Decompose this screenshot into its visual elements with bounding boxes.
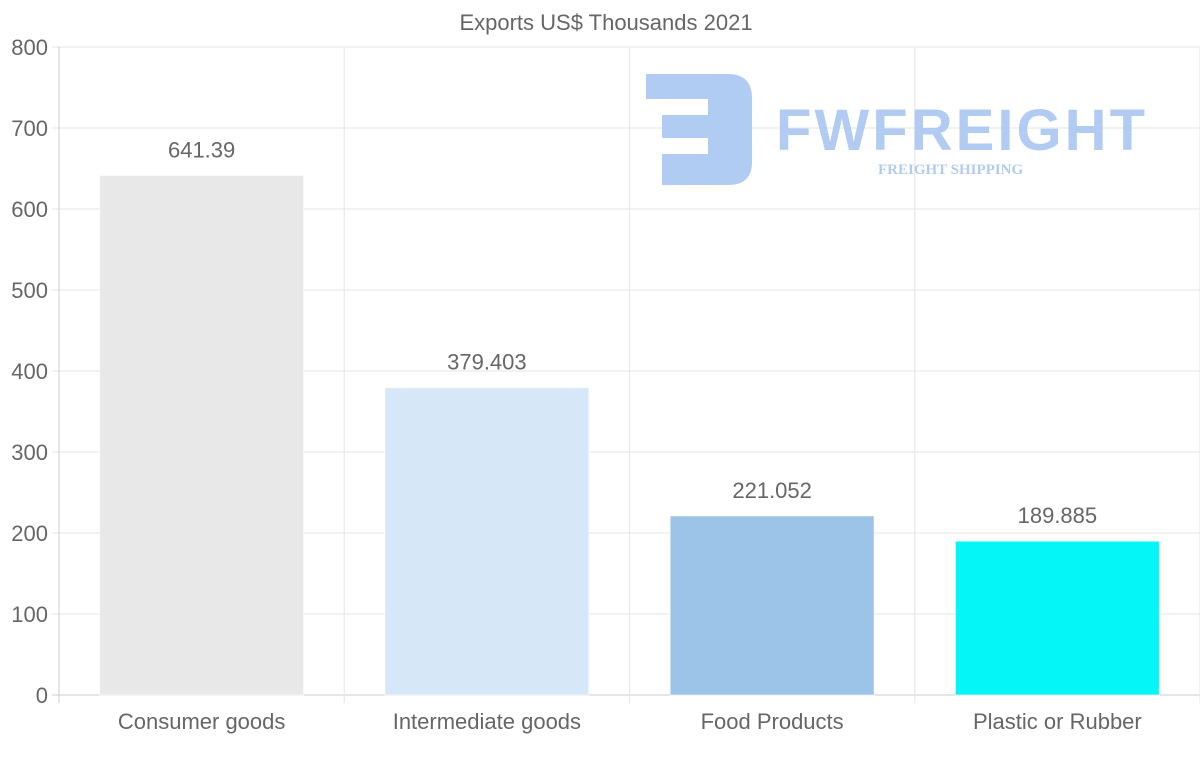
y-tick-label: 600 — [11, 197, 48, 222]
watermark-tagline: FREIGHT SHIPPING — [878, 162, 1023, 178]
y-tick-label: 700 — [11, 116, 48, 141]
y-tick-label: 300 — [11, 440, 48, 465]
x-tick-label: Food Products — [701, 709, 844, 734]
bar-value-label: 641.39 — [168, 137, 235, 162]
bar-plastic-or-rubber — [954, 540, 1160, 696]
bar-consumer-goods — [99, 174, 305, 696]
logo-mark-icon — [646, 74, 752, 185]
x-tick-label: Plastic or Rubber — [973, 709, 1142, 734]
y-tick-label: 500 — [11, 278, 48, 303]
axes: 0 100 200 300 400 500 600 700 800 Consumer goods I… — [11, 35, 1141, 734]
x-tick-label: Intermediate goods — [393, 709, 581, 734]
watermark-brand: FWFREIGHT — [776, 98, 1146, 163]
x-tick-label: Consumer goods — [118, 709, 286, 734]
bar-intermediate-goods — [384, 387, 590, 696]
bar-value-label: 221.052 — [732, 478, 812, 503]
bar-value-label: 379.403 — [447, 350, 527, 375]
y-tick-label: 100 — [11, 602, 48, 627]
y-tick-label: 800 — [11, 35, 48, 60]
bar-food-products — [669, 515, 875, 696]
y-tick-label: 200 — [11, 521, 48, 546]
y-tick-label: 400 — [11, 359, 48, 384]
bars: 641.39 379.403 221.052 189.885 — [99, 137, 1160, 696]
fwfreight-watermark-logo: FWFREIGHT FREIGHT SHIPPING — [646, 74, 1146, 185]
chart-title: Exports US$ Thousands 2021 — [459, 10, 752, 35]
y-tick-label: 0 — [36, 683, 48, 708]
bar-value-label: 189.885 — [1018, 503, 1098, 528]
